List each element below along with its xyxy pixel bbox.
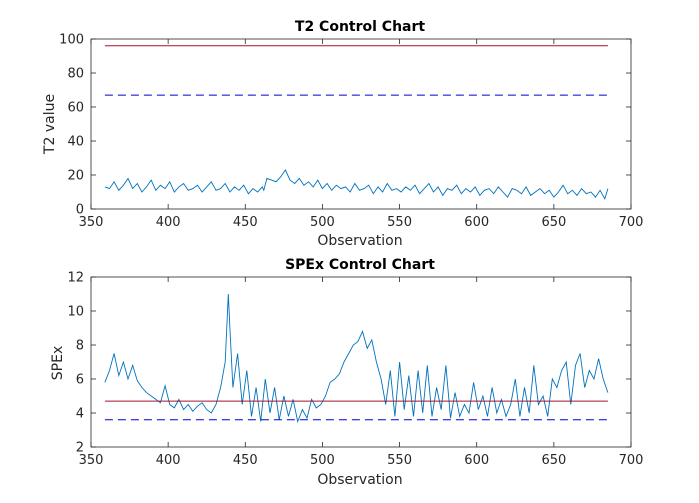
spex-x-tick-label: 550 [387, 453, 412, 468]
t2-x-axis-label: Observation [317, 233, 402, 249]
t2-ticks: 350 400 450 500 550 600 650 700 0 20 40 60 80 100 [59, 33, 643, 231]
spex-x-tick-label: 500 [310, 453, 335, 468]
spex-control-chart: SPEx Control Chart Observation SPEx 350 4… [50, 257, 643, 488]
t2-y-tick-label: 80 [67, 67, 84, 82]
t2-y-tick-label: 60 [67, 101, 84, 116]
t2-y-axis-label: T2 value [42, 94, 58, 155]
spex-x-axis-label: Observation [317, 472, 402, 488]
t2-plot-area [90, 38, 632, 210]
spex-y-axis-label: SPEx [50, 346, 66, 380]
t2-x-tick-label: 450 [233, 215, 258, 230]
t2-x-tick-label: 400 [156, 215, 181, 230]
spex-ticks: 350 400 450 500 550 600 650 700 2 4 6 8 10 12 [67, 271, 643, 469]
spex-y-tick-label: 6 [76, 373, 84, 388]
t2-y-tick-label: 40 [67, 135, 84, 150]
spex-x-tick-label: 600 [464, 453, 489, 468]
t2-control-chart: T2 Control Chart Observation T2 value 35… [42, 19, 643, 249]
t2-series-group [104, 45, 609, 200]
spex-y-tick-label: 4 [76, 407, 84, 422]
spex-x-tick-label: 400 [156, 453, 181, 468]
spex-series-group [104, 293, 609, 424]
t2-x-tick-label: 650 [541, 215, 566, 230]
spex-chart-title: SPEx Control Chart [285, 257, 435, 273]
spex-y-tick-label: 2 [76, 441, 84, 456]
spex-x-tick-label: 450 [233, 453, 258, 468]
spex-y-tick-label: 10 [67, 305, 84, 320]
t2-y-tick-label: 100 [59, 33, 84, 48]
spex-x-tick-label: 700 [619, 453, 644, 468]
spex-plot-area [90, 276, 632, 448]
t2-chart-title: T2 Control Chart [295, 19, 426, 35]
t2-y-tick-label: 20 [67, 169, 84, 184]
t2-x-tick-label: 600 [464, 215, 489, 230]
t2-x-tick-label: 550 [387, 215, 412, 230]
t2-statistic-line [104, 168, 609, 200]
spex-statistic-line [104, 293, 609, 424]
t2-x-tick-label: 700 [619, 215, 644, 230]
spex-y-tick-label: 8 [76, 339, 84, 354]
spex-x-tick-label: 350 [79, 453, 104, 468]
t2-y-tick-label: 0 [76, 203, 84, 218]
t2-x-tick-label: 500 [310, 215, 335, 230]
spex-y-tick-label: 12 [67, 271, 84, 286]
spex-x-tick-label: 650 [541, 453, 566, 468]
t2-x-tick-label: 350 [79, 215, 104, 230]
